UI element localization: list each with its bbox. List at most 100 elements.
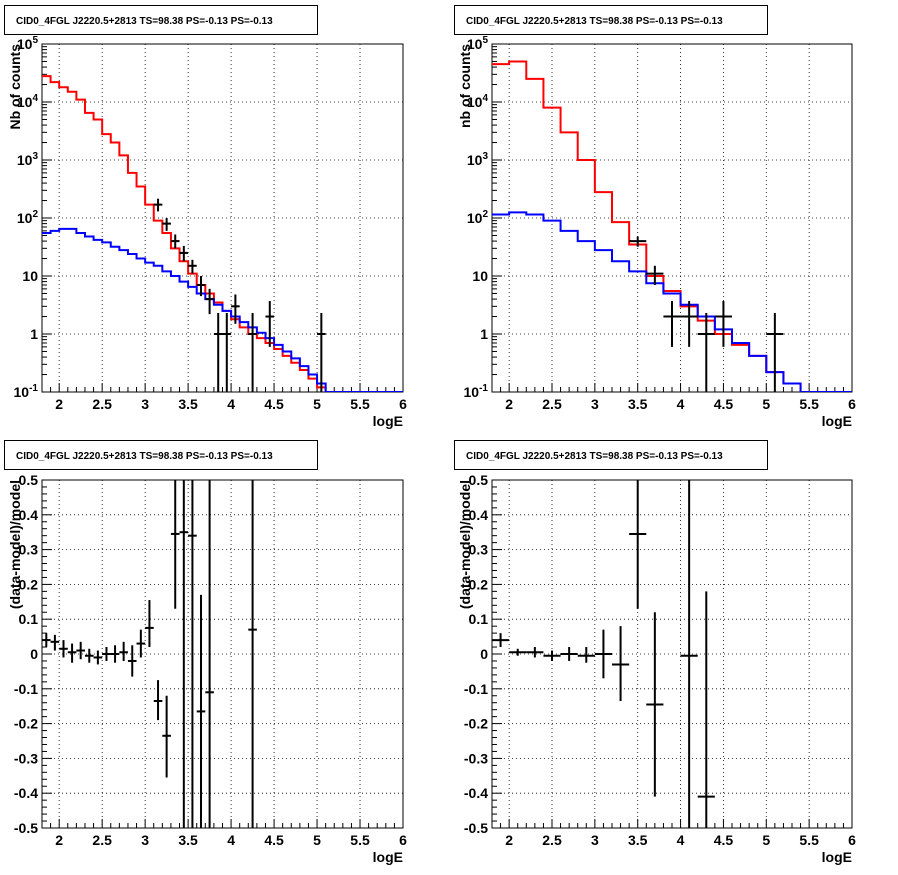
data-point: [612, 626, 630, 701]
y-tick-label: 105: [467, 35, 489, 52]
data-point: [222, 313, 232, 392]
x-tick-label: 4.5: [714, 832, 734, 848]
x-tick-label: 4.5: [264, 832, 284, 848]
y-tick-label: 10-1: [464, 383, 489, 400]
data-point: [188, 259, 197, 274]
y-tick-label: 102: [467, 209, 489, 226]
data-point: [714, 301, 732, 347]
data-point: [766, 313, 784, 392]
data-point: [205, 288, 214, 315]
y-tick-label: 0.4: [469, 507, 489, 523]
y-tick-label: -0.5: [464, 820, 488, 836]
data-point: [231, 294, 240, 324]
data-point: [102, 647, 111, 661]
x-tick-label: 4.5: [714, 396, 734, 412]
y-tick-label: -0.2: [464, 716, 488, 732]
data-point: [170, 234, 180, 249]
x-tick-label: 3.5: [178, 832, 198, 848]
data-point: [663, 301, 681, 347]
x-tick-label: 2.5: [542, 396, 562, 412]
x-tick-label: 4: [677, 832, 685, 848]
data-point: [110, 645, 120, 663]
y-tick-label: -0.1: [14, 681, 38, 697]
plot-area: [492, 480, 715, 828]
data-point: [248, 313, 257, 392]
data-point: [145, 600, 154, 648]
y-tick-label: 0.3: [19, 542, 39, 558]
y-tick-label: -0.4: [464, 785, 488, 801]
x-tick-label: 5.5: [350, 832, 370, 848]
y-tick-label: 103: [17, 151, 39, 168]
x-tick-label: 2: [55, 396, 63, 412]
data-point: [317, 313, 326, 392]
title-box: [4, 440, 318, 470]
title-box: [4, 5, 318, 35]
x-tick-label: 5: [313, 832, 321, 848]
data-point: [629, 236, 647, 247]
data-point: [59, 640, 68, 658]
data-point: [629, 480, 647, 609]
y-tick-label: 104: [467, 93, 489, 110]
x-tick-label: 2.5: [542, 832, 562, 848]
x-tick-label: 5: [762, 396, 770, 412]
data-point: [594, 629, 612, 679]
x-axis-label: logE: [822, 849, 852, 865]
plot-area: [42, 75, 403, 392]
data-point: [697, 591, 715, 828]
chart-panel-4: CID0_4FGL J2220.5+2813 TS=98.38 PS=-0.13…: [454, 440, 856, 865]
data-point: [136, 629, 146, 658]
x-tick-label: 4: [227, 832, 235, 848]
y-axis-label: Nb of counts: [7, 44, 23, 130]
data-point: [680, 301, 698, 347]
y-tick-label: -0.1: [464, 681, 488, 697]
y-tick-label: 0.3: [469, 542, 489, 558]
data-point: [42, 633, 51, 648]
data-point: [188, 480, 197, 828]
chart-panel-3: CID0_4FGL J2220.5+2813 TS=98.38 PS=-0.13…: [4, 440, 407, 865]
data-point: [127, 645, 137, 677]
y-tick-label: 104: [17, 93, 39, 110]
data-point: [492, 633, 510, 648]
x-tick-label: 4.5: [264, 396, 284, 412]
data-point: [526, 647, 544, 658]
y-tick-label: 10: [22, 268, 38, 284]
histogram-series-1: [42, 75, 403, 392]
data-point: [93, 650, 103, 665]
title-box: [454, 440, 768, 470]
x-tick-label: 4: [677, 396, 685, 412]
y-tick-label: 102: [17, 209, 39, 226]
data-point: [170, 480, 180, 609]
y-tick-label: 0.2: [469, 576, 489, 592]
x-tick-label: 3: [591, 396, 599, 412]
y-tick-label: -0.5: [14, 820, 38, 836]
x-tick-label: 6: [399, 396, 407, 412]
chart-title: CID0_4FGL J2220.5+2813 TS=98.38 PS=-0.13…: [466, 16, 723, 27]
y-tick-label: 0: [480, 646, 488, 662]
data-point: [646, 612, 664, 797]
y-tick-label: 10: [472, 268, 488, 284]
x-tick-label: 5.5: [350, 396, 370, 412]
y-tick-label: 0.5: [469, 472, 489, 488]
plot-area: [492, 60, 852, 392]
x-axis-label: logE: [373, 413, 403, 429]
data-point: [509, 648, 527, 656]
data-point: [577, 647, 595, 663]
title-box: [454, 5, 768, 35]
plot-area: [42, 480, 257, 828]
x-tick-label: 3: [141, 396, 149, 412]
data-point: [248, 480, 257, 828]
data-point: [560, 647, 578, 661]
histogram-series-2: [42, 227, 403, 392]
x-tick-label: 2: [505, 832, 513, 848]
data-point: [67, 643, 77, 663]
y-tick-label: 0.1: [19, 611, 39, 627]
y-axis-label: (data-model)/model: [457, 480, 473, 609]
x-axis-label: logE: [822, 413, 852, 429]
data-point: [50, 634, 60, 651]
data-point: [162, 218, 171, 231]
x-tick-label: 3.5: [178, 396, 198, 412]
y-tick-label: -0.3: [14, 750, 38, 766]
y-tick-label: 103: [467, 151, 489, 168]
x-tick-label: 3: [591, 832, 599, 848]
